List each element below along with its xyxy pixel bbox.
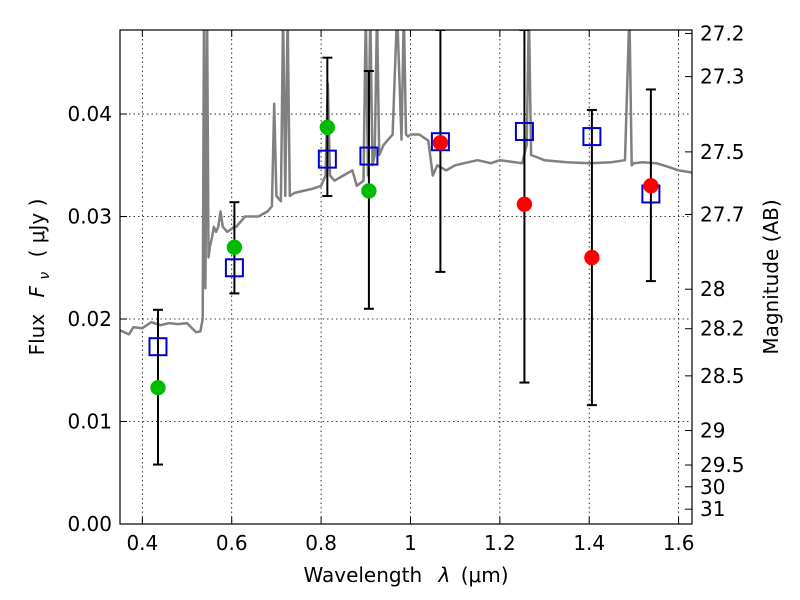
- x-axis-title: Wavelength λ (μm): [303, 563, 508, 587]
- model_photometry-marker: [317, 149, 337, 169]
- x-tick-label: 0.8: [305, 531, 337, 555]
- magnitude-tick-label: 27.2: [700, 21, 745, 45]
- model-sed-layer: [120, 30, 692, 336]
- y-axis-title-symbol: F: [25, 285, 49, 297]
- y-axis-title-subscript: ν: [37, 272, 53, 280]
- y-axis-ticks: 0.00 0.01 0.02 0.03 0.04: [67, 102, 127, 536]
- optical_detections-marker: [319, 119, 336, 136]
- model_photometry-marker: [148, 337, 168, 357]
- y-tick-label: 0.01: [67, 410, 112, 434]
- optical_detections-marker: [361, 183, 377, 199]
- x-tick-label: 0.4: [126, 531, 158, 555]
- y-tick-label: 0.00: [67, 512, 112, 536]
- model-sed-line: [120, 30, 692, 336]
- x-axis-title-symbol: λ: [438, 563, 451, 587]
- infrared_detections-marker: [643, 178, 659, 194]
- x-tick-label: 1.4: [573, 531, 605, 555]
- magnitude-tick-label: 28.2: [700, 317, 745, 341]
- magnitude-tick-label: 31: [700, 497, 725, 521]
- optical_detections-marker: [226, 239, 243, 256]
- infrared_detections-marker: [584, 249, 600, 266]
- model_photometry-marker: [582, 127, 602, 147]
- optical_detections-marker: [150, 379, 166, 396]
- magnitude-tick-label: 28: [700, 277, 725, 301]
- magnitude-tick-label: 27.7: [700, 202, 745, 226]
- markers-layer: [148, 119, 661, 396]
- model_photometry-marker: [359, 146, 379, 166]
- x-axis-title-label: Wavelength: [303, 563, 422, 587]
- magnitude-tick-label: 28.5: [700, 364, 745, 388]
- y-axis-title-label: Flux: [25, 314, 49, 356]
- magnitude-tick-label: 30: [700, 475, 725, 499]
- magnitude-tick-label: 27.5: [700, 140, 745, 164]
- x-tick-label: 0.6: [216, 531, 248, 555]
- y-axis-title: Flux F ν ( μJy ): [25, 199, 54, 356]
- magnitude-tick-label: 29.5: [700, 453, 745, 477]
- infrared_detections-marker: [432, 134, 449, 151]
- x-axis-ticks: 0.4 0.6 0.8 1 1.2 1.4 1.6: [126, 30, 695, 555]
- y-axis-title-unit: ( μJy ): [25, 199, 49, 258]
- model_photometry-marker: [224, 258, 244, 278]
- x-tick-label: 1.2: [484, 531, 516, 555]
- magnitude-tick-label: 29: [700, 419, 725, 443]
- plot-frame: [119, 29, 693, 525]
- y-tick-label: 0.03: [67, 205, 112, 229]
- right-axis-title: Magnitude (AB): [759, 199, 783, 354]
- magnitude-tick-label: 27.3: [700, 65, 745, 89]
- x-axis-title-unit: (μm): [461, 563, 509, 587]
- x-tick-label: 1: [404, 531, 417, 555]
- infrared_detections-marker: [516, 196, 533, 212]
- y-tick-label: 0.02: [67, 307, 112, 331]
- model_photometry-marker: [514, 121, 534, 141]
- y-tick-label: 0.04: [67, 102, 112, 126]
- x-tick-label: 1.6: [663, 531, 695, 555]
